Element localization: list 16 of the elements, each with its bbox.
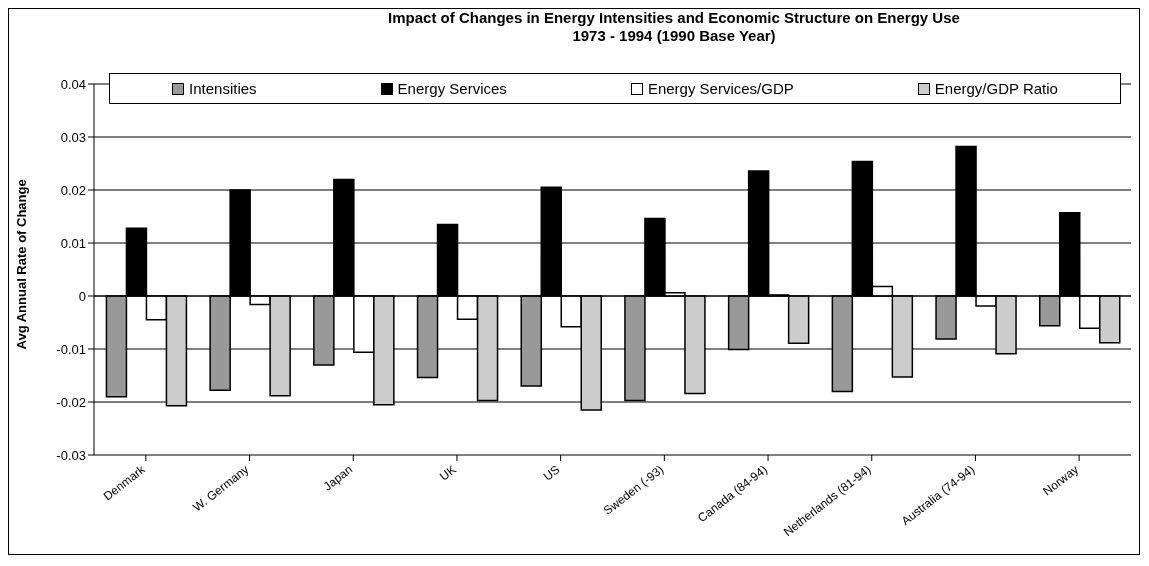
legend-label: Energy Services/GDP — [646, 80, 794, 97]
x-tick-label: US — [540, 462, 563, 484]
y-axis-title: Avg Annual Rate of Change — [13, 179, 29, 350]
y-tick-label: 0.02 — [60, 182, 86, 198]
legend-label: Intensities — [188, 80, 257, 97]
legend-label: Energy Services — [396, 80, 507, 97]
x-tick-label: UK — [437, 462, 459, 484]
y-tick-label: -0.01 — [56, 341, 86, 357]
y-tick-label: 0.04 — [60, 76, 86, 92]
y-tick-label: 0.01 — [60, 235, 86, 251]
y-tick-label: -0.03 — [56, 447, 86, 463]
chart-title: Impact of Changes in Energy Intensities and Economic Structure on Energy Use 1973 - 1994 (1990 Base Year) — [387, 9, 961, 45]
y-tick-label: -0.02 — [56, 394, 86, 410]
legend-label: Energy/GDP Ratio — [933, 80, 1058, 97]
y-tick-label: 0.03 — [60, 129, 86, 145]
y-tick-label: 0 — [78, 288, 86, 304]
